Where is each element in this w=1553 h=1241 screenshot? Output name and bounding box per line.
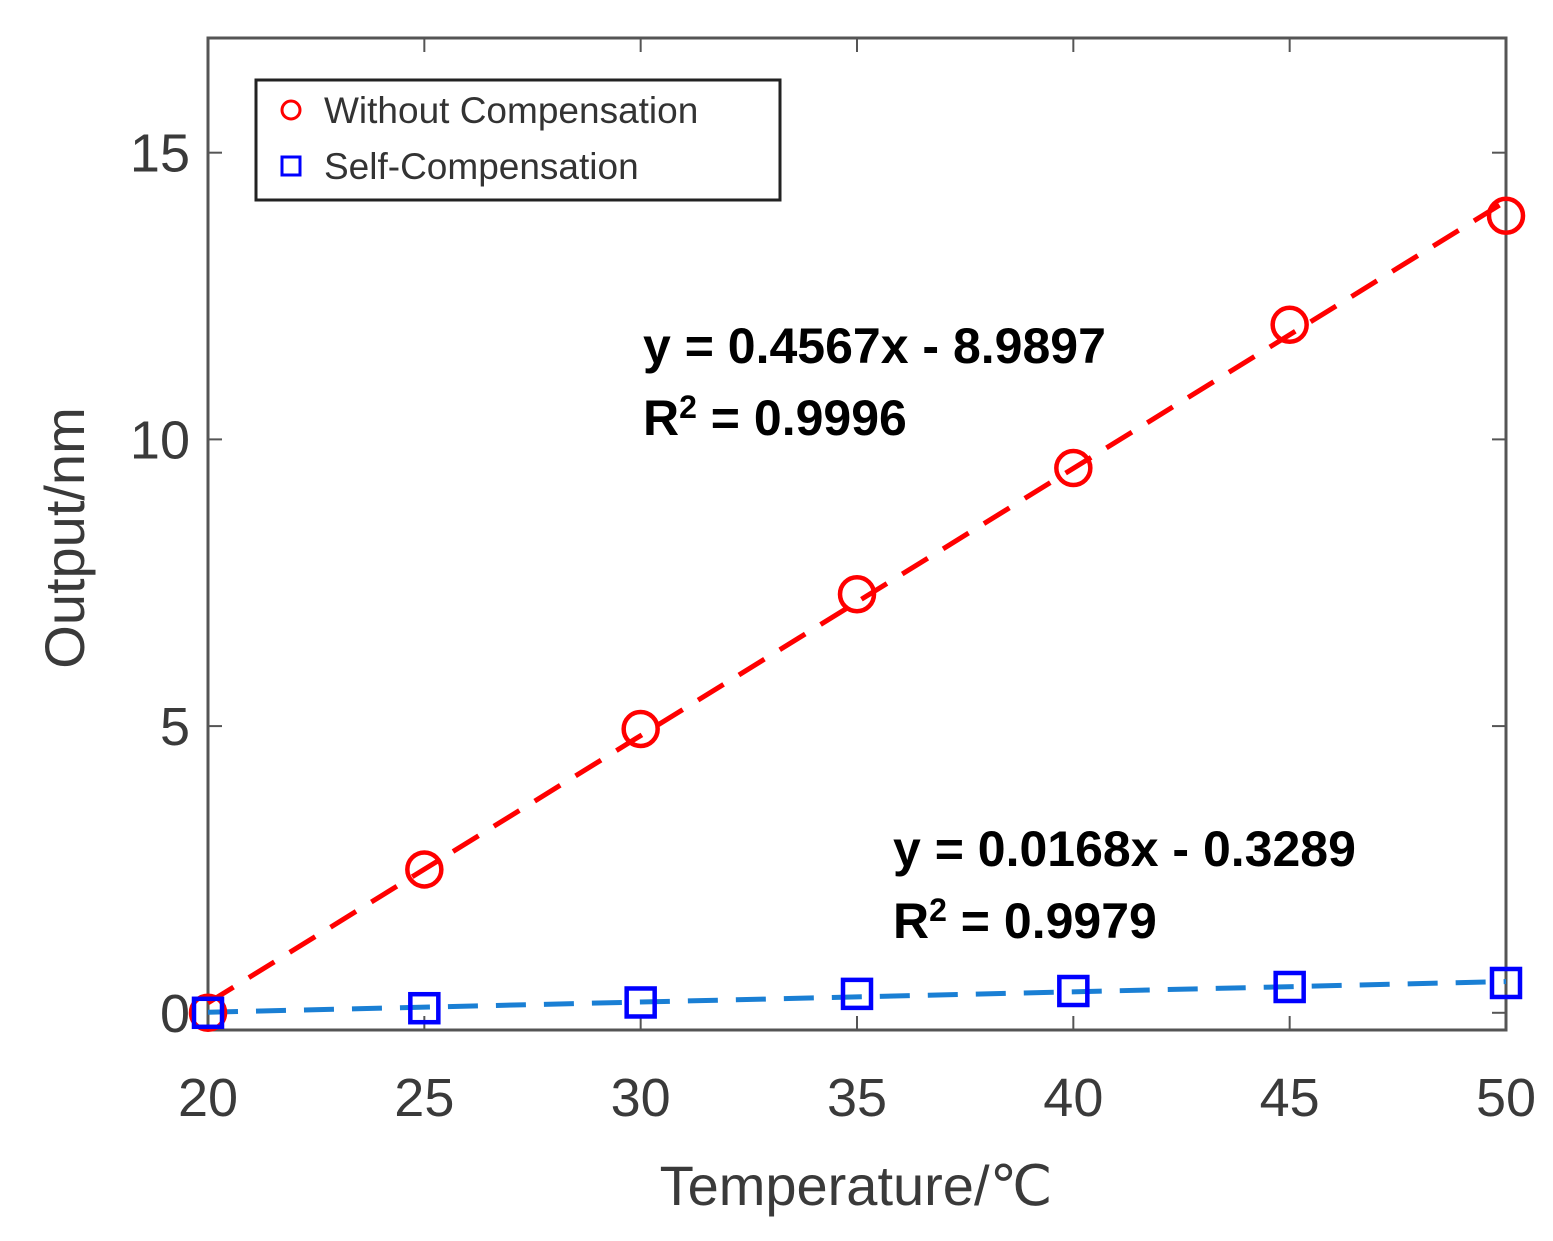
y-tick-label: 10 (130, 410, 190, 470)
point-without-compensation (1054, 448, 1093, 488)
fit-equation-self-compensation: y = 0.0168x - 0.3289 (893, 821, 1356, 877)
legend: Without Compensation Self-Compensation (254, 78, 782, 202)
x-tick-label: 20 (178, 1068, 238, 1128)
point-without-compensation (837, 574, 877, 614)
x-tick-label: 50 (1476, 1068, 1536, 1128)
fit-line-self-compensation (207, 979, 1507, 1015)
point-self-compensation (840, 977, 874, 1011)
legend-marker-without-compensation (280, 99, 302, 121)
point-self-compensation (1273, 970, 1306, 1004)
x-tick-label: 25 (394, 1068, 454, 1128)
point-self-compensation (408, 991, 441, 1025)
fit-equation-without-compensation: y = 0.4567x - 8.9897 (643, 318, 1106, 374)
axis-ticks: 20 25 30 35 40 45 50 0 5 10 15 (130, 38, 1536, 1128)
fit-lines (206, 198, 1508, 1015)
point-without-compensation (188, 993, 228, 1033)
x-axis-label: Temperature/℃ (660, 1154, 1053, 1217)
legend-label-self-compensation: Self-Compensation (324, 146, 639, 187)
x-tick-label: 35 (827, 1068, 887, 1128)
data-markers (188, 196, 1526, 1033)
x-tick-label: 30 (611, 1068, 671, 1128)
y-tick-label: 0 (160, 984, 190, 1044)
point-without-compensation (405, 850, 444, 889)
point-self-compensation (1057, 974, 1090, 1008)
point-self-compensation (1489, 966, 1523, 1000)
point-without-compensation (1270, 305, 1309, 344)
legend-marker-self-compensation (280, 155, 302, 177)
y-tick-label: 15 (130, 124, 190, 184)
legend-label-without-compensation: Without Compensation (324, 90, 698, 131)
y-axis-label: Output/nm (33, 407, 96, 668)
point-without-compensation (621, 709, 660, 749)
x-tick-label: 45 (1260, 1068, 1320, 1128)
x-tick-label: 40 (1043, 1068, 1103, 1128)
fit-r2-without-compensation: R2 = 0.9996 (643, 389, 907, 446)
point-self-compensation (191, 996, 225, 1030)
point-self-compensation (624, 986, 657, 1019)
legend-box (254, 78, 782, 202)
point-without-compensation (1486, 196, 1526, 236)
fit-r2-self-compensation: R2 = 0.9979 (893, 892, 1157, 949)
fit-line-without-compensation (206, 198, 1508, 1005)
y-tick-label: 5 (160, 697, 190, 757)
